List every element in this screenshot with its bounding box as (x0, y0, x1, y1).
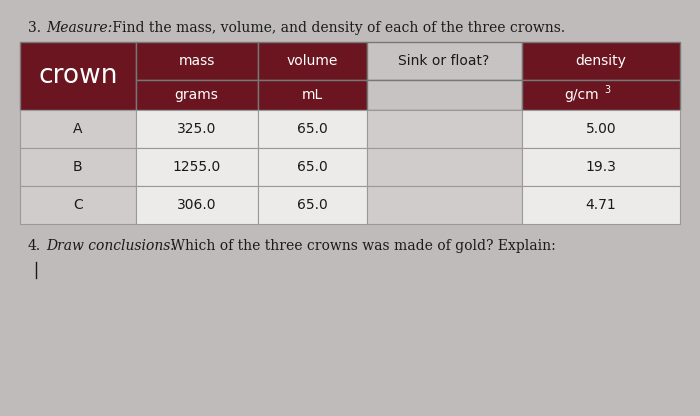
Bar (367, 148, 522, 186)
Bar (258, 148, 367, 186)
Text: 65.0: 65.0 (297, 198, 328, 212)
Bar (136, 42, 258, 80)
Text: 65.0: 65.0 (297, 160, 328, 174)
Text: 4.: 4. (28, 239, 41, 253)
Bar (522, 186, 680, 224)
Text: grams: grams (174, 88, 218, 102)
Text: 325.0: 325.0 (177, 122, 216, 136)
Text: 5.00: 5.00 (585, 122, 616, 136)
Text: 4.71: 4.71 (585, 198, 616, 212)
Bar (522, 80, 680, 110)
Text: 65.0: 65.0 (297, 122, 328, 136)
Bar (367, 186, 522, 224)
Bar (20, 148, 136, 186)
Bar (258, 42, 367, 80)
Bar (522, 42, 680, 80)
Bar (136, 186, 258, 224)
Bar (258, 186, 367, 224)
Bar (136, 110, 258, 148)
Bar (367, 42, 522, 80)
Bar (258, 110, 367, 148)
Bar (20, 186, 136, 224)
Bar (20, 42, 136, 110)
Text: 306.0: 306.0 (177, 198, 216, 212)
Text: Find the mass, volume, and density of each of the three crowns.: Find the mass, volume, and density of ea… (108, 21, 565, 35)
Text: Sink or float?: Sink or float? (398, 54, 490, 68)
Text: crown: crown (38, 63, 118, 89)
Text: 3.: 3. (28, 21, 41, 35)
Text: B: B (73, 160, 83, 174)
Bar (522, 110, 680, 148)
Bar (258, 80, 367, 110)
Text: Which of the three crowns was made of gold? Explain:: Which of the three crowns was made of go… (162, 239, 556, 253)
Text: Measure:: Measure: (46, 21, 112, 35)
Text: Draw conclusions:: Draw conclusions: (46, 239, 175, 253)
Text: 3: 3 (605, 85, 611, 95)
Text: C: C (73, 198, 83, 212)
Text: g/cm: g/cm (564, 88, 598, 102)
Bar (367, 80, 522, 110)
Text: mL: mL (302, 88, 323, 102)
Text: 1255.0: 1255.0 (172, 160, 220, 174)
Bar (20, 110, 136, 148)
Bar (136, 148, 258, 186)
Bar (522, 148, 680, 186)
Bar (136, 80, 258, 110)
Text: 19.3: 19.3 (585, 160, 616, 174)
Text: mass: mass (178, 54, 215, 68)
Text: density: density (575, 54, 626, 68)
Bar (367, 110, 522, 148)
Text: volume: volume (286, 54, 337, 68)
Text: A: A (73, 122, 83, 136)
